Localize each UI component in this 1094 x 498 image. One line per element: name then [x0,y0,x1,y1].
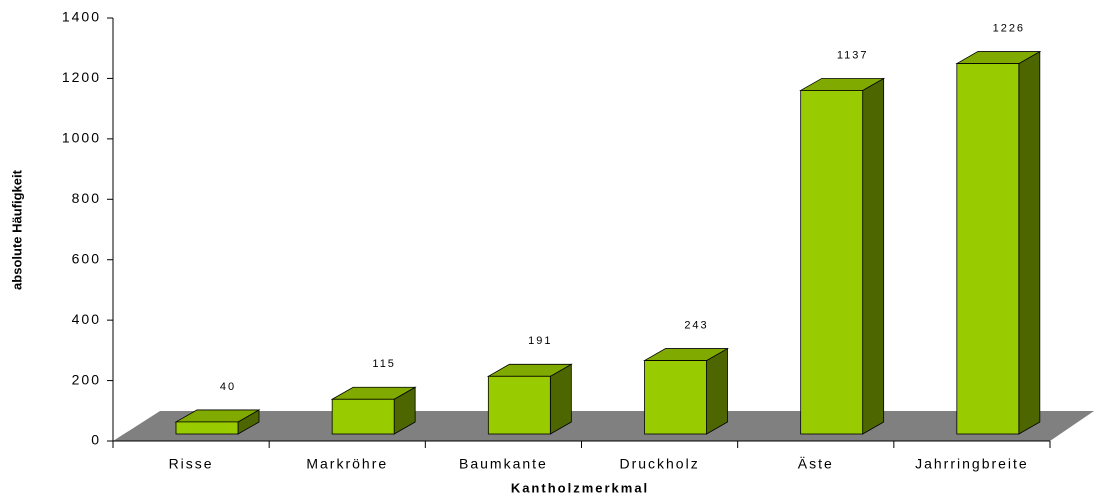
bar [956,63,1020,435]
y-tick-label: 600 [72,250,101,266]
x-tick-label: Äste [798,456,834,472]
y-axis-title: absolute Häufigkeit [9,169,24,290]
value-label: 243 [684,319,708,331]
y-tick-label: 800 [72,190,101,206]
floor [113,411,1094,441]
y-tick-label: 400 [72,311,101,327]
x-tick-label: Baumkante [459,456,548,472]
bar [487,375,551,435]
x-axis-title: Kantholzmerkmal [511,480,649,495]
y-tick-label: 1400 [62,9,101,25]
bar-side [1018,50,1041,435]
value-label: 191 [528,335,552,347]
bar [644,360,707,435]
x-tick-label: Risse [169,456,214,472]
bar [175,421,239,435]
x-tick-label: Jahrringbreite [915,456,1029,472]
bar-side [706,347,728,435]
bar [800,90,864,435]
y-tick-label: 1000 [62,130,101,146]
value-label: 115 [372,358,396,370]
bar [331,398,395,435]
y-tick-label: 1200 [62,69,101,85]
value-label: 40 [220,381,236,393]
bar-side [862,77,885,435]
value-label: 1137 [837,49,869,61]
y-tick-label: 200 [72,371,101,387]
y-tick-label: 0 [91,432,101,448]
x-tick-label: Markröhre [306,456,388,472]
x-tick-label: Druckholz [619,456,699,472]
value-label: 1226 [993,22,1025,34]
